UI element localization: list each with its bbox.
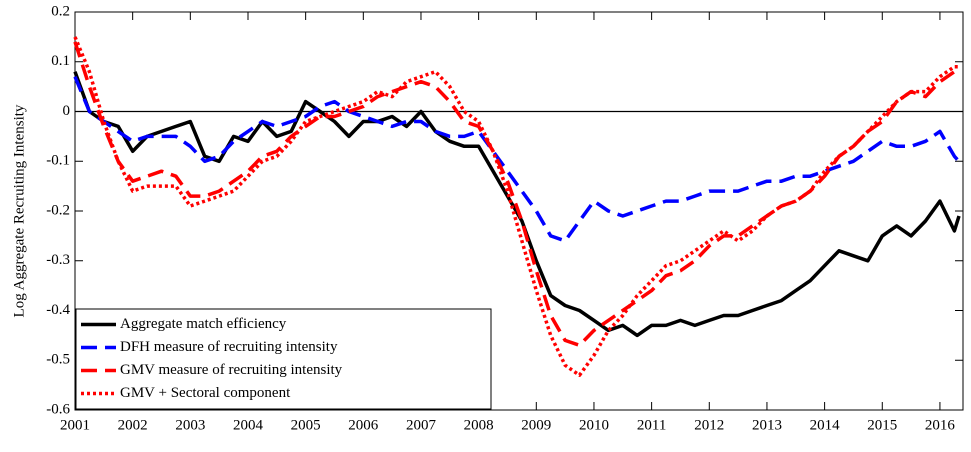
x-tick-label: 2002 [118,417,148,433]
legend-label: Aggregate match efficiency [120,316,287,332]
legend-label: DFH measure of recruiting intensity [120,339,338,355]
y-axis-label: Log Aggregate Recruiting Intensity [11,104,27,317]
x-tick-label: 2003 [175,417,205,433]
y-tick-label: -0.5 [46,352,70,368]
x-tick-label: 2007 [406,417,437,433]
x-tick-label: 2015 [867,417,897,433]
x-tick-label: 2008 [464,417,494,433]
legend: Aggregate match efficiency DFH measure of… [75,308,492,410]
x-tick-label: 2016 [925,417,956,433]
series-line [73,76,961,243]
series-line [73,36,959,377]
y-tick-label: -0.3 [46,252,70,268]
y-tick-label: -0.1 [46,153,70,169]
x-tick-label: 2010 [579,417,609,433]
y-tick-label: -0.6 [46,401,70,417]
y-tick-label: 0 [63,103,71,119]
x-tick-label: 2001 [60,417,90,433]
y-tick-label: 0.1 [51,53,70,69]
legend-box [75,308,492,410]
x-tick-label: 2011 [637,417,666,433]
x-tick-label: 2006 [348,417,379,433]
series-line [73,41,959,348]
y-tick-label: -0.4 [46,302,70,318]
x-tick-label: 2004 [233,417,264,433]
x-tick-label: 2012 [694,417,724,433]
y-tick-label: -0.2 [46,202,70,218]
x-tick-label: 2013 [752,417,782,433]
y-tick-label: 0.2 [51,3,70,19]
x-tick-label: 2009 [521,417,551,433]
legend-label: GMV + Sectoral component [120,385,291,401]
x-tick-label: 2014 [810,417,841,433]
legend-label: GMV measure of recruiting intensity [120,362,343,378]
x-tick-label: 2005 [291,417,321,433]
